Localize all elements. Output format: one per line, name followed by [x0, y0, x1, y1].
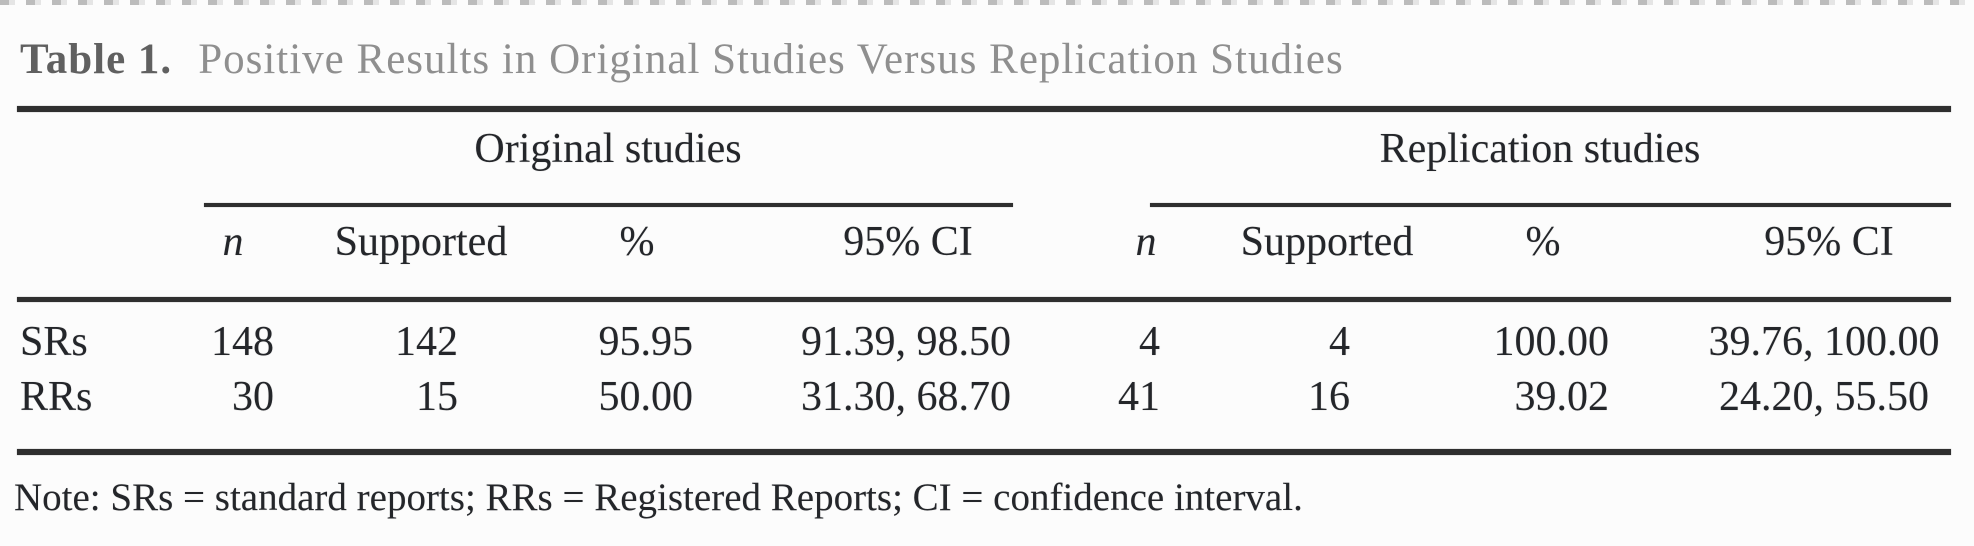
cell-srs-replication-percent: 100.00 [1493, 319, 1610, 365]
col-header-replication-ci: 95% CI [1764, 219, 1894, 265]
cell-srs-original-ci: 91.39, 98.50 [801, 319, 1011, 365]
cell-srs-original-n: 148 [211, 319, 274, 365]
table-title: Positive Results in Original Studies Ver… [198, 36, 1344, 83]
scan-edge-artifact [0, 0, 1974, 5]
cell-srs-replication-n: 4 [1139, 319, 1160, 365]
cell-srs-original-supported: 142 [395, 319, 458, 365]
table-number: Table 1. [20, 36, 173, 83]
col-header-replication-percent: % [1525, 219, 1561, 265]
cell-rrs-original-percent: 50.00 [598, 374, 694, 420]
cell-rrs-replication-n: 41 [1118, 374, 1160, 420]
col-header-original-supported: Supported [334, 219, 508, 265]
top-rule [17, 106, 1951, 112]
cell-rrs-replication-supported: 16 [1308, 374, 1350, 420]
cell-rrs-original-supported: 15 [416, 374, 458, 420]
row-label-rrs: RRs [20, 374, 93, 420]
cell-rrs-original-ci: 31.30, 68.70 [801, 374, 1011, 420]
row-label-srs: SRs [20, 319, 88, 365]
cell-rrs-replication-ci: 24.20, 55.50 [1719, 374, 1929, 420]
cell-srs-replication-ci: 39.76, 100.00 [1708, 319, 1940, 365]
col-header-original-percent: % [619, 219, 655, 265]
original-studies-group-header: Original studies [474, 126, 742, 172]
col-header-original-ci: 95% CI [843, 219, 973, 265]
original-spanner-rule [204, 203, 1013, 207]
bottom-rule [17, 449, 1951, 455]
table-note: Note: SRs = standard reports; RRs = Regi… [14, 476, 1303, 519]
col-header-original-n: n [222, 219, 244, 265]
col-header-replication-supported: Supported [1240, 219, 1414, 265]
table-caption: Table 1. Positive Results in Original Stu… [20, 36, 1344, 83]
cell-rrs-original-n: 30 [232, 374, 274, 420]
header-rule [17, 297, 1951, 302]
replication-spanner-rule [1150, 203, 1951, 207]
col-header-replication-n: n [1135, 219, 1157, 265]
replication-studies-group-header: Replication studies [1379, 126, 1701, 172]
cell-rrs-replication-percent: 39.02 [1514, 374, 1610, 420]
cell-srs-replication-supported: 4 [1329, 319, 1350, 365]
cell-srs-original-percent: 95.95 [598, 319, 694, 365]
